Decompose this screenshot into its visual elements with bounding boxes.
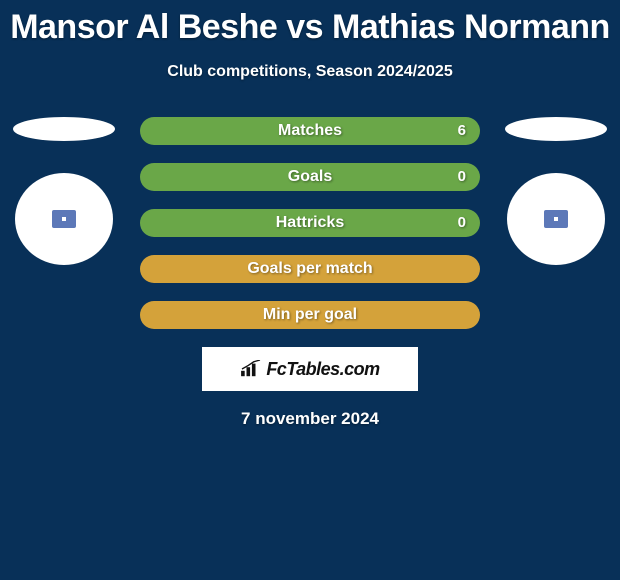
page-subtitle: Club competitions, Season 2024/2025	[0, 63, 620, 81]
stat-label: Matches	[140, 117, 480, 145]
logo-box[interactable]: FcTables.com	[202, 347, 418, 391]
avatar-dot-icon	[62, 217, 66, 221]
stat-row-min-per-goal: Min per goal	[140, 301, 480, 329]
stat-label: Goals per match	[140, 255, 480, 283]
flag-placeholder-right	[505, 117, 607, 141]
stat-row-matches: Matches 6	[140, 117, 480, 145]
avatar-placeholder-icon	[544, 210, 568, 228]
avatar-dot-icon	[554, 217, 558, 221]
stat-label: Min per goal	[140, 301, 480, 329]
content-area: Matches 6 Goals 0 Hattricks 0 Goals per …	[0, 117, 620, 429]
logo-chart-icon	[240, 360, 262, 378]
stats-bars: Matches 6 Goals 0 Hattricks 0 Goals per …	[140, 117, 480, 329]
stat-value-right: 6	[458, 117, 466, 145]
avatar-placeholder-icon	[52, 210, 76, 228]
avatar-left	[15, 173, 113, 265]
page-title: Mansor Al Beshe vs Mathias Normann	[0, 0, 620, 47]
stat-value-right: 0	[458, 163, 466, 191]
date-text: 7 november 2024	[0, 409, 620, 429]
stat-row-hattricks: Hattricks 0	[140, 209, 480, 237]
stat-value-right: 0	[458, 209, 466, 237]
stat-row-goals-per-match: Goals per match	[140, 255, 480, 283]
stat-label: Goals	[140, 163, 480, 191]
logo-text: FcTables.com	[266, 359, 379, 380]
avatar-right	[507, 173, 605, 265]
flag-placeholder-left	[13, 117, 115, 141]
stat-label: Hattricks	[140, 209, 480, 237]
stat-row-goals: Goals 0	[140, 163, 480, 191]
player-left-column	[8, 117, 120, 265]
player-right-column	[500, 117, 612, 265]
